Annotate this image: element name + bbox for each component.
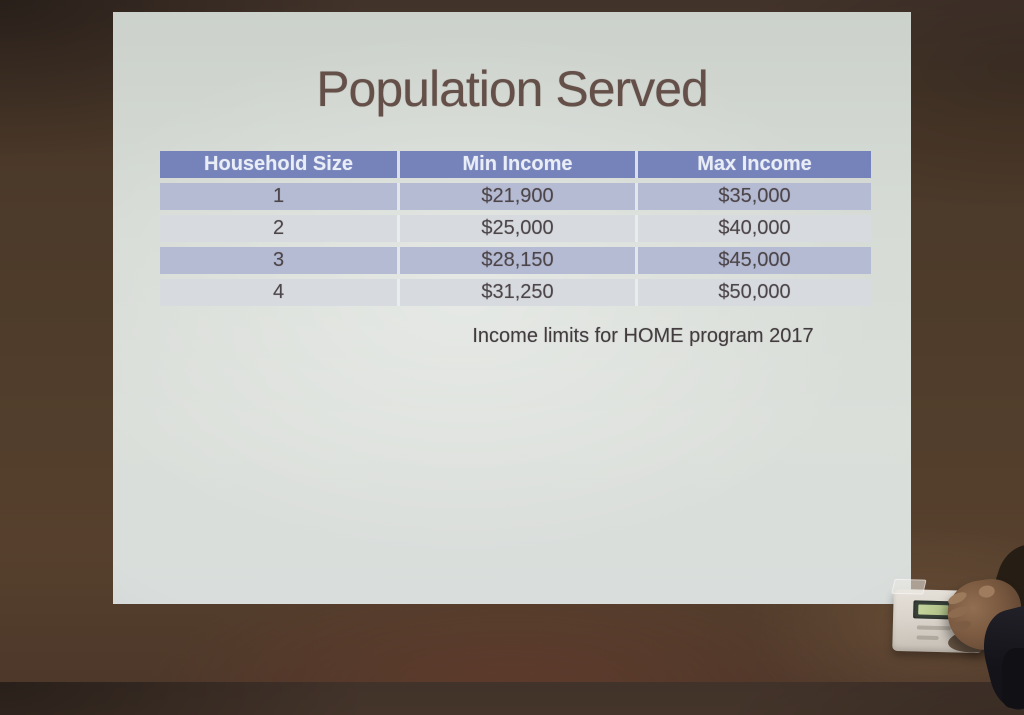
thermostat-cover-tab — [891, 578, 927, 595]
table-header-row: Household Size Min Income Max Income — [160, 151, 871, 178]
slide-title: Population Served — [316, 61, 709, 117]
table-cell: $35,000 — [635, 183, 871, 210]
jacket-sleeve — [1002, 648, 1024, 708]
header-cell-min-income: Min Income — [397, 151, 635, 178]
table-cell: $28,150 — [397, 247, 635, 274]
table-cell: 3 — [160, 247, 397, 274]
thermostat-label-line — [916, 635, 939, 641]
projection-screen: Population Served Household Size Min Inc… — [113, 12, 911, 604]
header-cell-max-income: Max Income — [635, 151, 871, 178]
table-cell: $25,000 — [397, 215, 635, 242]
thermostat-label-line — [916, 625, 951, 631]
table-cell: $40,000 — [635, 215, 871, 242]
finger — [946, 604, 971, 621]
thermostat-lcd-glow — [918, 604, 949, 616]
table-cell: 2 — [160, 215, 397, 242]
wall: Population Served Household Size Min Inc… — [113, 12, 1024, 715]
table-row: 2 $25,000 $40,000 — [160, 215, 871, 242]
table-cell: $45,000 — [635, 247, 871, 274]
finger — [950, 618, 973, 633]
header-cell-household-size: Household Size — [160, 151, 397, 178]
slide-caption: Income limits for HOME program 2017 — [472, 325, 814, 347]
table-cell: 4 — [160, 279, 397, 306]
table-cell: 1 — [160, 183, 397, 210]
table-cell: $21,900 — [397, 183, 635, 210]
knuckle — [977, 584, 996, 599]
table-row: 1 $21,900 $35,000 — [160, 183, 871, 210]
table-cell: $31,250 — [397, 279, 635, 306]
table-cell: $50,000 — [635, 279, 871, 306]
table-row: 4 $31,250 $50,000 — [160, 279, 871, 306]
income-table: Household Size Min Income Max Income 1 $… — [160, 151, 871, 306]
table-row: 3 $28,150 $45,000 — [160, 247, 871, 274]
